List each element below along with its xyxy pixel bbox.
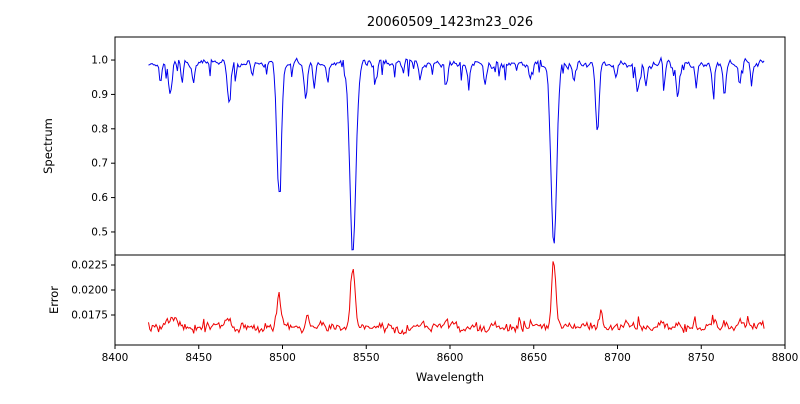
y-tick-label: 1.0: [91, 55, 108, 67]
x-tick-label: 8800: [772, 352, 799, 364]
error-line: [148, 261, 765, 335]
x-tick-label: 8400: [102, 352, 129, 364]
x-tick-label: 8550: [353, 352, 380, 364]
x-tick-label: 8500: [269, 352, 296, 364]
plot-area: 0.5 0.6 0.7 0.8 0.9 1.0 0.0175 0.0200 0.0225 8400…: [71, 36, 799, 364]
y-tick-label: 0.6: [91, 192, 108, 204]
y-tick-label: 0.0175: [71, 310, 108, 322]
error-axes-frame: [114, 254, 786, 346]
x-axis-label: Wavelength: [416, 370, 484, 384]
y-tick-label: 0.5: [91, 226, 108, 238]
x-tick-label: 8650: [520, 352, 547, 364]
x-tick-label: 8750: [688, 352, 715, 364]
y-tick-label: 0.0200: [71, 285, 108, 297]
y-tick-label: 0.0225: [71, 260, 108, 272]
y-tick-label: 0.7: [91, 158, 108, 170]
spectrum-y-axis-label: Spectrum: [41, 118, 55, 174]
x-tick-label: 8450: [185, 352, 212, 364]
x-tick-label: 8600: [437, 352, 464, 364]
x-tick-label: 8700: [604, 352, 631, 364]
spectrum-line: [148, 56, 765, 251]
y-tick-label: 0.9: [91, 89, 108, 101]
spectrum-axes-frame: [114, 36, 786, 256]
y-tick-label: 0.8: [91, 123, 108, 135]
chart-title: 20060509_1423m23_026: [367, 15, 533, 30]
error-y-axis-label: Error: [47, 286, 61, 314]
